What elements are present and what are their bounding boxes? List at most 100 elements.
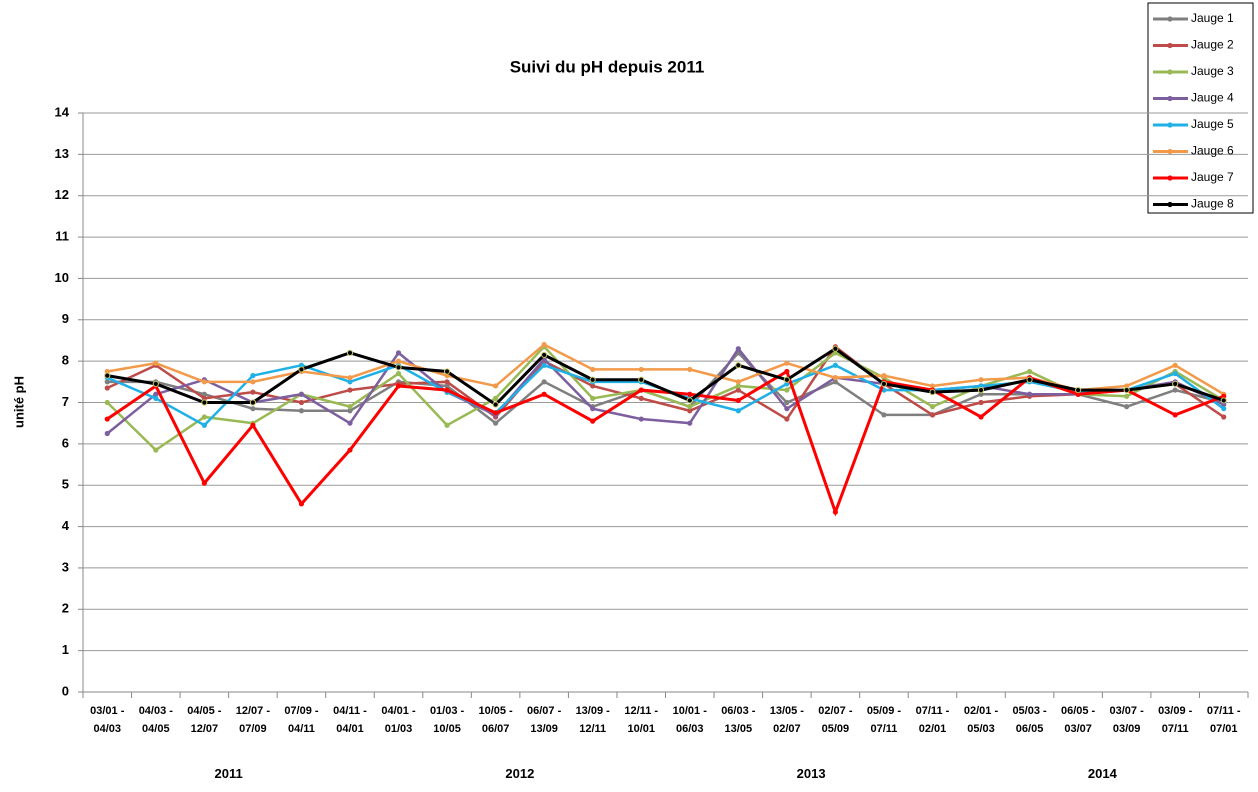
point [492,401,499,408]
point [832,350,838,356]
x-tick-label: 05/09 - 07/11 [866,705,902,735]
point [590,395,596,401]
point [978,377,984,383]
point [395,370,402,377]
point [589,376,596,383]
y-tick-label: 10 [55,270,69,285]
point [1124,383,1130,389]
point [832,375,838,381]
point [104,416,110,422]
point [735,362,742,369]
point [298,366,305,373]
y-tick-label: 12 [55,187,69,202]
point [201,395,207,401]
point [1123,386,1130,394]
legend-marker [1167,69,1173,75]
point [250,406,256,412]
point [929,412,936,418]
point [201,480,207,486]
point [1172,380,1179,387]
series-line [106,344,1225,421]
point [784,368,790,375]
point [104,399,110,406]
point [784,360,790,366]
legend-label: Jauge 6 [1191,144,1234,158]
point [784,406,790,412]
point [201,379,207,385]
legend-marker [1167,175,1173,181]
point [880,380,888,387]
series-line [106,346,1225,435]
point [541,351,548,359]
point [347,404,353,410]
group-label: 2011 [214,766,243,781]
x-tick-label: 07/11 - 02/01 [915,705,950,735]
point [347,408,353,414]
point [346,349,354,356]
point [395,350,402,356]
point [444,422,450,428]
x-tick-label: 03/01 - 04/03 [90,705,125,735]
point [687,391,693,397]
x-tick-label: 03/09 - 07/11 [1158,705,1193,735]
point [784,381,790,387]
y-tick-label: 4 [62,518,70,533]
point [638,387,644,393]
point [443,368,451,375]
point [687,404,693,410]
point [590,406,596,412]
series-line [106,344,1225,452]
x-tick-label: 12/07 - 07/09 [235,705,271,735]
point [347,420,353,426]
series-line [106,369,1225,517]
point [104,372,111,379]
legend-marker [1167,16,1173,22]
point [201,414,207,420]
point [152,380,159,387]
point [784,399,790,406]
x-tick-label: 02/01 - 05/03 [963,705,999,735]
point [250,373,256,379]
point [1172,412,1178,418]
point [881,412,887,418]
x-tick-label: 13/09 - 12/11 [575,705,610,735]
point [1172,387,1178,393]
point [104,430,110,437]
point [590,366,596,373]
point [104,379,110,385]
point [1172,370,1178,377]
point [541,391,547,397]
x-tick-label: 10/05 - 06/07 [478,705,513,735]
point [735,383,741,389]
point [250,389,256,395]
point [590,418,596,424]
y-tick-label: 8 [62,353,69,368]
point [493,420,499,426]
point [1221,393,1227,399]
x-tick-label: 06/03 - 13/05 [721,705,756,735]
point [978,399,984,406]
chart-title: Suivi du pH depuis 2011 [510,57,705,76]
point [347,447,353,453]
point [1221,401,1227,408]
y-tick-label: 7 [62,394,69,409]
point [638,395,644,401]
point [250,379,256,385]
point [250,422,256,428]
x-tick-label: 04/05 - 12/07 [187,705,222,735]
legend-label: Jauge 8 [1191,197,1234,211]
point [1124,404,1130,410]
y-tick-label: 13 [55,146,69,161]
x-tick-label: 01/03 - 10/05 [429,705,465,735]
x-tick-label: 05/03 - 06/05 [1012,705,1047,735]
x-tick-label: 13/05 - 02/07 [769,705,804,735]
point [347,375,353,381]
point [784,416,790,422]
point [638,366,644,373]
point [201,399,208,406]
x-tick-label: 04/01 - 01/03 [381,705,416,735]
x-tick-label: 07/11 - 07/01 [1206,705,1241,735]
x-tick-label: 03/07 - 03/09 [1109,705,1144,735]
point [1221,414,1227,420]
point [444,383,450,389]
